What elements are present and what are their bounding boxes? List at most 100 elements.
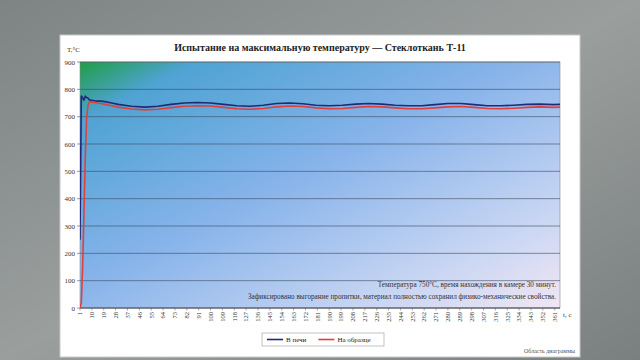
x-tick-label: 280 xyxy=(444,312,451,322)
x-tick-label: 127 xyxy=(242,311,249,322)
x-tick xyxy=(103,308,104,311)
y-tick xyxy=(77,116,80,117)
y-tick xyxy=(77,198,80,199)
legend-label: В печи xyxy=(286,336,307,344)
x-tick xyxy=(554,308,555,311)
legend-swatch xyxy=(267,339,283,341)
x-tick-label: 109 xyxy=(219,312,226,322)
y-tick-label: 100 xyxy=(65,277,76,285)
page-background xyxy=(0,0,640,360)
x-tick xyxy=(352,308,353,311)
x-tick-label: 73 xyxy=(171,312,178,319)
series-group xyxy=(80,96,560,308)
x-tick-label: 208 xyxy=(349,312,356,322)
x-tick xyxy=(80,308,81,311)
title: Испытание на максимальную температуру — … xyxy=(174,42,466,53)
x-tick xyxy=(447,308,448,311)
footer: Область диаграммы xyxy=(524,348,575,354)
x-tick xyxy=(222,308,223,311)
x-tick-label: 1 xyxy=(76,312,83,315)
x-tick xyxy=(269,308,270,311)
x-tick-label: 235 xyxy=(385,312,392,322)
x-tick-label: 10 xyxy=(88,312,95,319)
grid-line xyxy=(80,253,560,254)
plot-area xyxy=(80,62,560,308)
x-tick xyxy=(483,308,484,311)
x-tick xyxy=(317,308,318,311)
annotation: Зафиксировано выгорание пропитки, матери… xyxy=(248,293,556,301)
x-tick xyxy=(234,308,235,311)
x-tick xyxy=(364,308,365,311)
y-tick-label: 200 xyxy=(65,250,76,258)
x-tick-label: 217 xyxy=(361,311,368,322)
y-tick-label: 800 xyxy=(65,86,76,94)
x-tick-label: 244 xyxy=(397,311,404,322)
x-tick xyxy=(127,308,128,311)
x-tick xyxy=(163,308,164,311)
x-tick-label: 298 xyxy=(468,312,475,322)
x-tick xyxy=(281,308,282,311)
y-tick-label: 600 xyxy=(65,141,76,149)
x-tick-label: 181 xyxy=(314,312,321,322)
x-tick-label: 307 xyxy=(480,311,487,322)
x-tick xyxy=(115,308,116,311)
x-tick xyxy=(376,308,377,311)
x-tick-label: 19 xyxy=(100,312,107,319)
x-tick-label: 316 xyxy=(492,311,499,322)
x-tick xyxy=(495,308,496,311)
x-tick-label: 55 xyxy=(148,312,155,319)
x-tick xyxy=(174,308,175,311)
x-tick-label: 334 xyxy=(515,311,522,322)
x-tick xyxy=(388,308,389,311)
grid xyxy=(80,62,560,308)
x-tick-label: 37 xyxy=(124,311,131,318)
x-axis-label: t, c xyxy=(563,311,572,319)
x-tick-label: 154 xyxy=(278,311,285,322)
y-tick xyxy=(77,226,80,227)
x-tick-label: 190 xyxy=(326,312,333,322)
x-tick-label: 82 xyxy=(183,312,190,319)
legend-box xyxy=(262,333,384,346)
x-tick-label: 28 xyxy=(112,312,119,319)
x-tick-label: 199 xyxy=(337,312,344,322)
x-tick xyxy=(210,308,211,311)
x-tick-label: 253 xyxy=(409,312,416,322)
x-tick xyxy=(293,308,294,311)
x-tick-label: 343 xyxy=(527,312,534,322)
x-tick-label: 226 xyxy=(373,311,380,322)
x-tick xyxy=(246,308,247,311)
x-tick xyxy=(412,308,413,311)
y-tick-label: 500 xyxy=(65,168,76,176)
y-tick-label: 400 xyxy=(65,195,76,203)
x-tick xyxy=(341,308,342,311)
x-tick-label: 325 xyxy=(504,312,511,322)
x-tick xyxy=(507,308,508,311)
x-tick-label: 118 xyxy=(231,312,238,322)
annotation: Температура 750°С, время нахождения в ка… xyxy=(378,281,556,289)
grid-line xyxy=(80,171,560,172)
y-tick-label: 900 xyxy=(65,59,76,67)
x-tick-label: 172 xyxy=(302,312,309,322)
grid-line xyxy=(80,116,560,117)
x-tick-label: 289 xyxy=(456,312,463,322)
y-tick xyxy=(77,280,80,281)
chart-area xyxy=(60,35,580,357)
grid-line xyxy=(80,308,560,309)
y-tick xyxy=(77,144,80,145)
chart-svg: Испытание на максимальную температуру — … xyxy=(0,0,640,360)
x-tick-label: 163 xyxy=(290,312,297,322)
x-tick xyxy=(459,308,460,311)
x-tick xyxy=(400,308,401,311)
x-tick xyxy=(186,308,187,311)
y-tick xyxy=(77,89,80,90)
x-tick-label: 145 xyxy=(266,312,273,322)
x-tick-label: 100 xyxy=(207,312,214,322)
y-tick xyxy=(77,253,80,254)
x-tick xyxy=(530,308,531,311)
x-tick xyxy=(471,308,472,311)
x-tick-label: 271 xyxy=(432,312,439,322)
x-tick-label: 262 xyxy=(420,312,427,322)
x-tick-label: 91 xyxy=(195,312,202,319)
x-tick xyxy=(436,308,437,311)
x-tick xyxy=(198,308,199,311)
